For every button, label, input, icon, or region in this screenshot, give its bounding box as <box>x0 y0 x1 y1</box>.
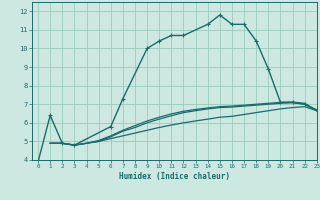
X-axis label: Humidex (Indice chaleur): Humidex (Indice chaleur) <box>119 172 230 181</box>
